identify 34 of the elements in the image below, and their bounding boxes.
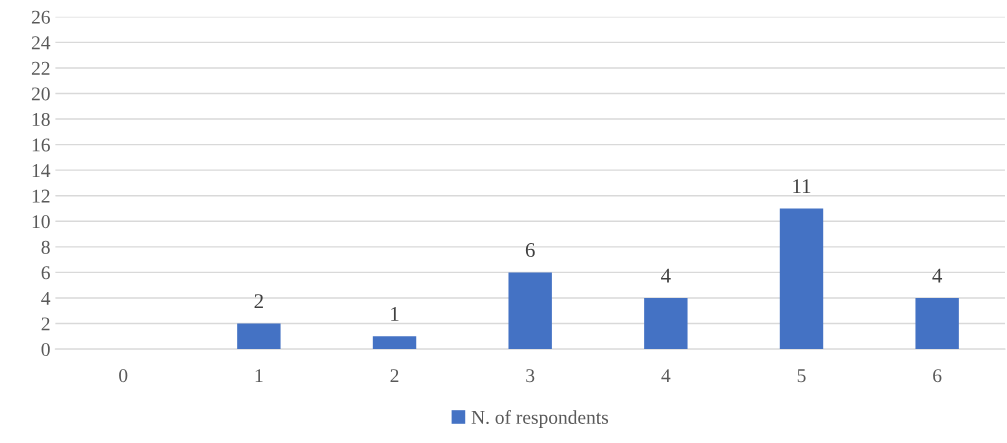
y-tick-label: 18 — [32, 112, 50, 126]
bar — [644, 297, 688, 350]
bar — [237, 323, 281, 350]
bar — [508, 272, 552, 350]
y-tick-label: 10 — [32, 215, 50, 229]
data-label: 4 — [932, 268, 943, 283]
x-tick-label: 5 — [797, 369, 806, 383]
bar — [779, 208, 824, 350]
x-tick-label: 3 — [526, 369, 535, 383]
y-tick-label: 24 — [31, 36, 51, 50]
y-tick-label: 2 — [41, 317, 50, 331]
data-label: 11 — [793, 179, 811, 193]
y-tick-label: 14 — [32, 164, 51, 177]
data-label: 1 — [391, 307, 399, 321]
y-tick-label: 0 — [41, 342, 50, 357]
x-tick-label: 4 — [661, 369, 671, 383]
x-tick-label: 0 — [119, 369, 128, 383]
bar — [372, 336, 417, 350]
y-tick-label: 22 — [31, 61, 50, 75]
bar — [915, 297, 959, 350]
y-tick-label: 26 — [31, 10, 50, 24]
legend-label: N. of respondents — [471, 410, 609, 428]
y-tick-label: 20 — [31, 87, 50, 101]
x-tick-label: 6 — [933, 369, 942, 383]
y-tick-label: 4 — [41, 291, 51, 305]
data-label: 6 — [525, 243, 535, 258]
y-tick-label: 8 — [41, 240, 50, 254]
y-tick-label: 6 — [41, 266, 50, 280]
y-tick-label: 12 — [32, 189, 50, 203]
data-label: 2 — [254, 294, 263, 308]
x-tick-label: 2 — [390, 369, 399, 383]
y-tick-label: 16 — [32, 138, 50, 152]
x-tick-label: 1 — [255, 369, 263, 383]
data-label: 4 — [661, 268, 671, 283]
